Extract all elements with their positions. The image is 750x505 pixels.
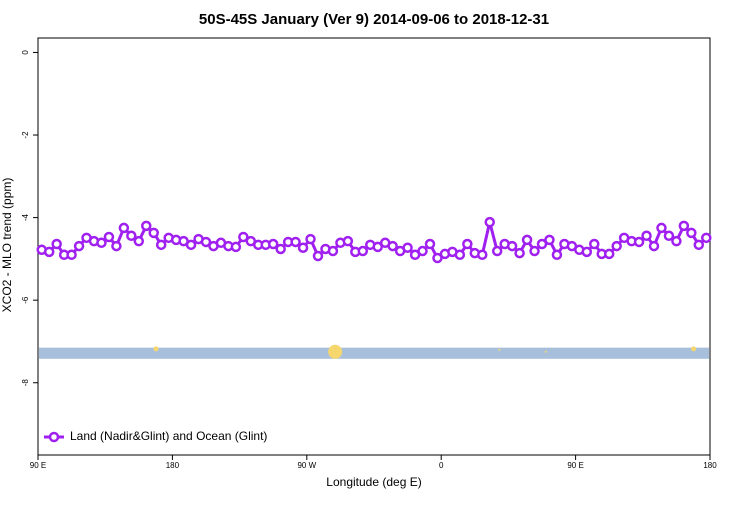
point xyxy=(238,231,249,243)
point xyxy=(603,248,615,260)
point xyxy=(551,249,563,261)
point xyxy=(678,220,690,232)
point xyxy=(432,252,443,264)
point xyxy=(514,247,525,259)
point xyxy=(671,235,682,247)
point xyxy=(506,240,518,252)
x-tick-label: 90 W xyxy=(297,461,316,470)
point xyxy=(402,242,413,253)
marker xyxy=(328,344,343,359)
point xyxy=(327,245,339,257)
point xyxy=(342,235,354,247)
point xyxy=(491,245,503,257)
point xyxy=(312,250,324,262)
point xyxy=(111,240,122,252)
point xyxy=(118,222,130,234)
legend-point xyxy=(48,431,60,443)
x-tick-label: 90 E xyxy=(30,461,46,470)
point xyxy=(417,245,428,257)
point xyxy=(126,230,137,242)
point xyxy=(305,233,316,245)
chart-title: 50S-45S January (Ver 9) 2014-09-06 to 20… xyxy=(199,11,549,28)
point xyxy=(387,240,398,252)
point xyxy=(544,234,555,246)
point xyxy=(155,239,167,251)
point xyxy=(73,240,85,252)
point xyxy=(200,236,212,248)
marker xyxy=(498,348,501,351)
point xyxy=(357,245,369,257)
point xyxy=(693,239,705,251)
point xyxy=(641,230,652,242)
point xyxy=(529,245,540,257)
point xyxy=(103,231,115,243)
point xyxy=(633,236,645,248)
point xyxy=(267,238,279,250)
y-tick-label: -6 xyxy=(21,296,30,304)
marker xyxy=(153,346,159,352)
marker xyxy=(544,350,547,353)
point xyxy=(230,241,242,253)
point xyxy=(66,249,77,261)
point xyxy=(477,249,488,261)
point xyxy=(424,238,436,250)
x-tick-label: 180 xyxy=(703,461,717,470)
y-tick-label: -2 xyxy=(21,131,30,139)
point xyxy=(372,241,383,253)
point xyxy=(484,216,495,228)
x-tick-label: 90 E xyxy=(567,461,583,470)
y-axis-label: XCO2 - MLO trend (ppm) xyxy=(0,178,14,313)
point xyxy=(656,222,667,234)
point xyxy=(297,242,309,253)
point xyxy=(536,238,548,250)
point xyxy=(686,227,697,239)
point xyxy=(521,234,533,246)
point xyxy=(290,236,301,248)
band xyxy=(39,347,709,359)
point xyxy=(133,235,145,247)
legend-label: Land (Nadir&Glint) and Ocean (Glint) xyxy=(70,429,267,443)
point xyxy=(43,246,55,258)
point xyxy=(648,240,660,252)
point xyxy=(185,239,197,251)
point xyxy=(462,238,473,250)
point xyxy=(663,230,675,242)
point xyxy=(454,249,466,261)
point xyxy=(589,238,600,250)
point xyxy=(51,238,62,250)
y-tick-label: -8 xyxy=(21,379,30,387)
y-tick-label: -4 xyxy=(21,213,30,221)
x-tick-label: 180 xyxy=(166,461,180,470)
point xyxy=(275,243,286,255)
point xyxy=(701,232,712,244)
x-axis-label: Longitude (deg E) xyxy=(326,475,421,489)
point xyxy=(611,240,622,252)
point xyxy=(141,220,152,232)
point xyxy=(581,246,593,258)
point xyxy=(148,227,159,239)
y-tick-label: 0 xyxy=(21,50,30,55)
marker xyxy=(691,346,697,352)
point xyxy=(96,237,107,249)
x-tick-label: 0 xyxy=(439,461,444,470)
